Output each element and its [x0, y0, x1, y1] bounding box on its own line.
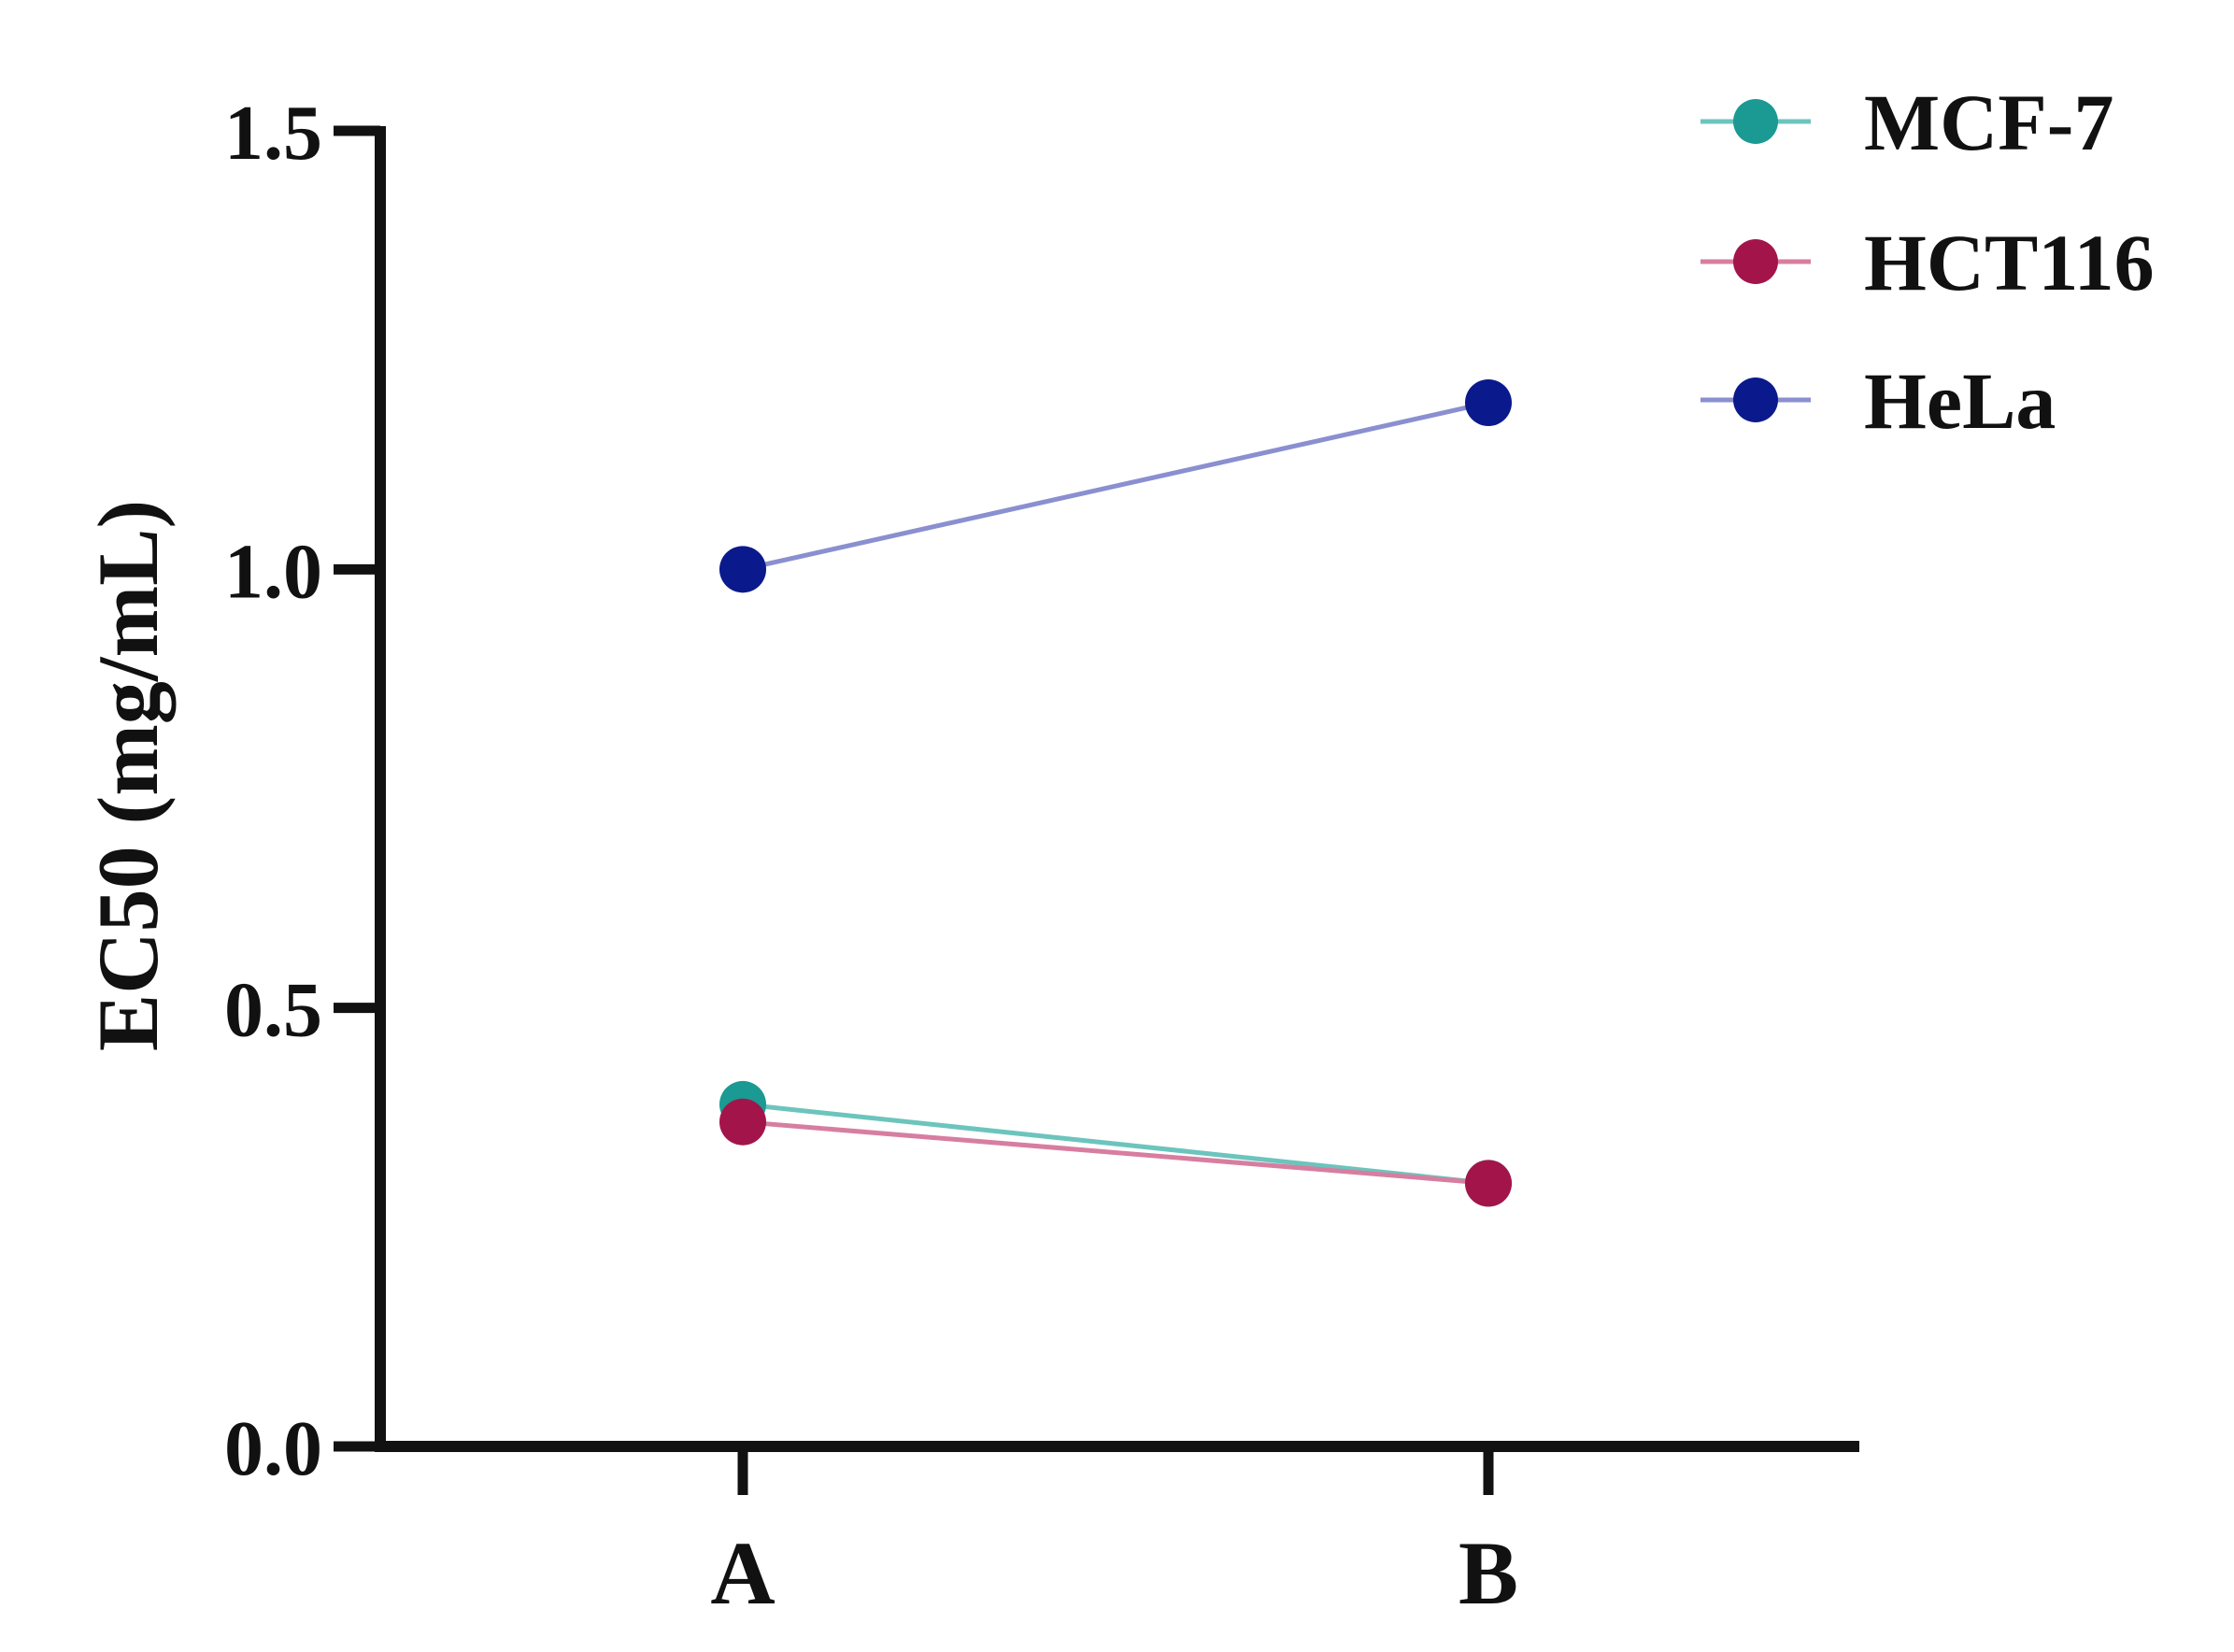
y-tick-label: 0.5	[224, 967, 322, 1054]
data-point	[719, 1098, 766, 1146]
series-line	[742, 1119, 1489, 1186]
series-hela	[719, 378, 1512, 593]
legend-marker	[1733, 99, 1778, 144]
data-point	[1465, 378, 1512, 426]
legend-marker	[1733, 239, 1778, 284]
x-tick-label: B	[1459, 1523, 1518, 1623]
series-line	[742, 400, 1489, 572]
x-tick-label: A	[710, 1523, 775, 1623]
y-axis-ticks: 0.0 0.5 1.0 1.5	[224, 90, 380, 1492]
legend-item: MCF-7	[1700, 78, 2113, 167]
series-line	[742, 1102, 1489, 1186]
legend: MCF-7 HCT116 HeLa	[1700, 78, 2155, 446]
data-point	[719, 546, 766, 593]
data-point	[1465, 1160, 1512, 1207]
legend-label: MCF-7	[1864, 78, 2113, 167]
series-layer	[719, 378, 1512, 1207]
y-tick-label: 0.0	[224, 1405, 322, 1492]
axes	[375, 126, 1859, 1452]
legend-item: HCT116	[1700, 218, 2155, 307]
legend-marker	[1733, 377, 1778, 422]
legend-label: HeLa	[1864, 356, 2056, 446]
y-tick-label: 1.0	[224, 528, 322, 615]
legend-label: HCT116	[1864, 218, 2155, 307]
y-tick-label: 1.5	[224, 90, 322, 177]
series-mcf-7	[719, 1080, 1512, 1207]
series-hct116	[719, 1098, 1512, 1207]
y-axis-title: EC50 (mg/mL)	[80, 500, 176, 1051]
legend-item: HeLa	[1700, 356, 2056, 446]
